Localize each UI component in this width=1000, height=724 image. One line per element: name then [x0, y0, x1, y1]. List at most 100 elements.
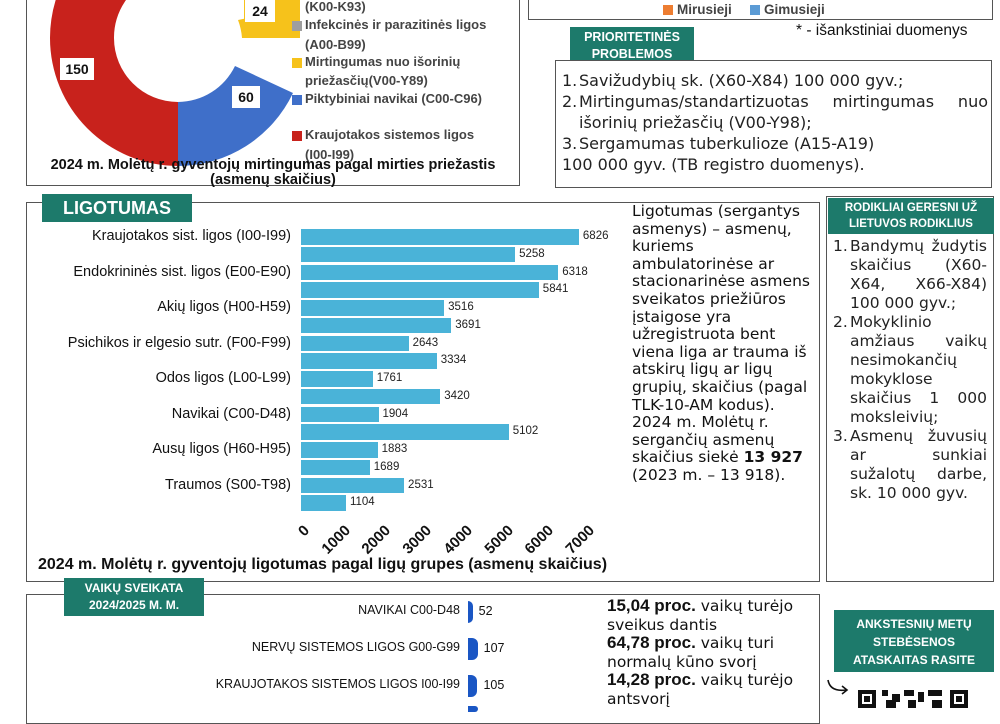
bar-b — [301, 495, 346, 511]
legend-infekcines: Infekcinės ir parazitinės ligos — [305, 17, 487, 32]
donut-value-150: 150 — [60, 58, 94, 80]
bar-category-label: Endokrininės sist. ligos (E00-E90) — [73, 263, 291, 280]
child-bar-value: 52 — [478, 604, 493, 618]
bar-category-label: Navikai (C00-D48) — [171, 405, 291, 422]
legend-square-grey — [292, 21, 302, 31]
child-bar-value: 107 — [483, 641, 505, 655]
stat-3-line2: antsvorį — [607, 689, 670, 708]
bar-category-label: Psichikos ir elgesio sutr. (F00-F99) — [67, 334, 291, 351]
child-bar-partial — [468, 706, 478, 712]
bar-b — [301, 246, 516, 262]
stat-2-line2: normalų kūno svorį — [607, 652, 757, 671]
legend-mirusieji: Mirusieji — [677, 2, 732, 17]
priority-item-1: Savižudybių sk. (X60-X84) 100 000 gyv.; — [579, 71, 904, 90]
bar-value-label: 1904 — [382, 407, 409, 420]
bar-category-label: Odos ligos (L00-L99) — [155, 370, 291, 386]
bar-b — [301, 424, 509, 440]
footnote: * - išankstiniai duomenys — [796, 22, 968, 39]
bar-value-label: 3334 — [440, 354, 467, 366]
priorities-panel — [555, 60, 992, 188]
child-category-label: NERVŲ SISTEMOS LIGOS G00-G99 — [251, 640, 460, 654]
better-item-1: Bandymų žudytis skaičius (X60-X64, X66-X… — [850, 237, 987, 312]
bar-b — [301, 459, 370, 475]
bar-a — [301, 371, 373, 387]
bar-b — [301, 317, 452, 333]
bar-value-label: 1761 — [376, 372, 403, 384]
children-title: VAIKŲ SVEIKATA 2024/2025 M. M. — [64, 578, 204, 616]
child-bar — [468, 638, 478, 660]
priority-item-3: Sergamumas tuberkulioze (A15-A19) — [579, 134, 875, 153]
stat-3: 14,28 proc. vaikų turėjo — [607, 670, 794, 689]
children-stats: 15,04 proc. vaikų turėjo sveikus dantis … — [607, 596, 822, 708]
bar-value-label: 6826 — [582, 230, 609, 242]
bar-value-label: 6318 — [562, 265, 588, 278]
bar-category-label: Traumos (S00-T98) — [165, 476, 291, 493]
child-bar — [468, 675, 478, 697]
morbidity-caption: 2024 m. Molėtų r. gyventojų ligotumas pa… — [38, 556, 608, 573]
legend-k00: (K00-K93) — [305, 0, 366, 14]
bar-a — [301, 300, 445, 316]
bar-a — [301, 406, 379, 422]
bar-b — [301, 388, 441, 404]
mortality-donut-chart — [49, 0, 300, 166]
donut-segment-kraujotakos — [49, 0, 178, 166]
qr-code-icon[interactable] — [858, 690, 968, 708]
arrow-icon — [827, 679, 849, 695]
donut-segment-piktybiniai — [178, 66, 293, 166]
better-title: RODIKLIAI GERESNI UŽ LIETUVOS RODIKLIUS — [828, 198, 994, 234]
earlier-title: ANKSTESNIŲ METŲ STEBĖSENOS ATASKAITAS RASI… — [834, 610, 994, 672]
legend-a00: (A00-B99) — [305, 37, 366, 52]
stat-1-line2: sveikus dantis — [607, 615, 718, 634]
bar-value-label: 5102 — [512, 425, 539, 437]
legend-piktybiniai: Piktybiniai navikai (C00-C96) — [305, 91, 483, 106]
better-item-3: Asmenų žuvusių ar sunkiai sužalotų darbe… — [850, 427, 987, 502]
legend-i00: (I00-I99) — [305, 147, 355, 162]
morbidity-bar-chart: Kraujotakos sist. ligos (I00-I99) Endokri… — [26, 222, 626, 558]
stat-2: 64,78 proc. vaikų turi — [607, 633, 775, 652]
bar-value-label: 1104 — [349, 496, 375, 508]
bar-value-label: 1883 — [381, 443, 408, 455]
legend-kraujotakos: Kraujotakos sistemos ligos — [305, 127, 475, 142]
children-bar-chart: NAVIKAI C00-D48 52 NERVŲ SISTEMOS LIGOS G0… — [26, 596, 606, 712]
legend-mirtingumas: Mirtingumas nuo išorinių — [305, 54, 461, 69]
donut-value-60: 60 — [232, 86, 260, 108]
priorities-list: 1. Savižudybių sk. (X60-X84) 100 000 gyv.… — [562, 71, 988, 174]
stat-1: 15,04 proc. vaikų turėjo — [607, 596, 794, 615]
legend-square-blue — [292, 95, 302, 105]
bar-value-label: 5258 — [519, 247, 545, 260]
better-item-2: Mokyklinio amžiaus vaikų nesimokančių mo… — [850, 313, 987, 426]
priority-item-3-tail: 100 000 gyv. (TB registro duomenys). — [562, 155, 865, 174]
priority-item-2: Mirtingumas/standartizuotas mirtingumas … — [579, 92, 988, 132]
legend-square-red — [292, 131, 302, 141]
donut-value-24: 24 — [245, 0, 275, 22]
bar-value-label: 1689 — [373, 460, 400, 473]
better-list: 1. Bandymų žudytis skaičius (X60-X64, X66… — [833, 237, 987, 502]
bar-a — [301, 335, 409, 351]
bar-a — [301, 442, 378, 458]
bar-b — [301, 282, 539, 298]
bar-value-label: 3516 — [448, 301, 474, 313]
births-legend-panel — [528, 0, 993, 20]
bar-value-label: 2643 — [412, 336, 439, 349]
legend-square-yellow — [292, 58, 302, 68]
child-bar — [468, 601, 473, 623]
legend-square-gimusieji — [750, 5, 760, 15]
bar-value-label: 2531 — [408, 478, 434, 491]
legend-mirtingumas-2: priežasčių(V00-Y89) — [305, 73, 428, 88]
bar-category-label: Kraujotakos sist. ligos (I00-I99) — [91, 228, 291, 244]
morbidity-title: LIGOTUMAS — [42, 194, 192, 222]
bar-b — [301, 353, 437, 369]
morbidity-description: Ligotumas (sergantys asmenys) – asmenų, … — [632, 202, 810, 484]
legend-square-mirusieji — [663, 5, 673, 15]
bar-a — [301, 229, 579, 245]
mortality-caption: 2024 m. Molėtų r. gyventojų mirtingumas … — [50, 157, 496, 188]
legend-gimusieji: Gimusieji — [764, 2, 825, 17]
bar-category-label: Ausų ligos (H60-H95) — [152, 441, 291, 457]
child-category-label: KRAUJOTAKOS SISTEMOS LIGOS I00-I99 — [215, 677, 460, 691]
better-panel — [826, 196, 994, 582]
bar-a — [301, 264, 559, 280]
bar-value-label: 3420 — [444, 389, 470, 402]
bar-value-label: 3691 — [455, 318, 481, 331]
bar-a — [301, 477, 405, 493]
bar-category-label: Akių ligos (H00-H59) — [157, 299, 291, 315]
